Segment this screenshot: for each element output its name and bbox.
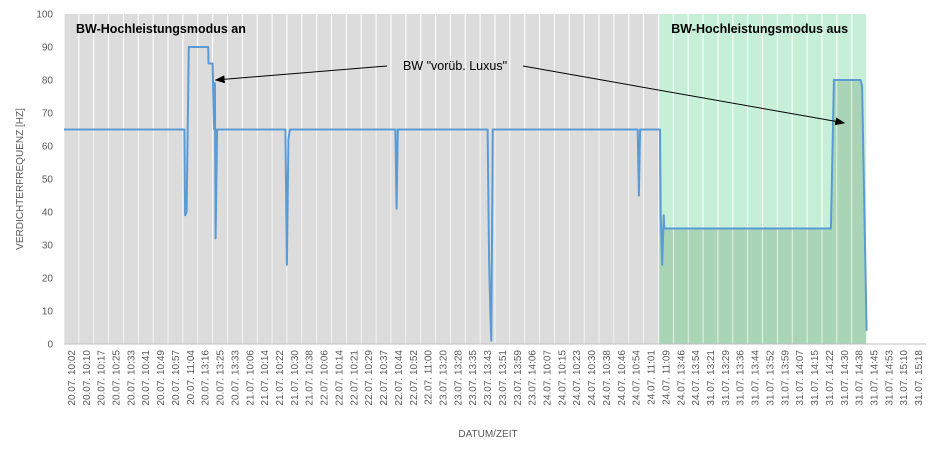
x-tick-label: 20.07. 13:16 bbox=[201, 350, 212, 406]
x-tick-label: 20.07. 10:41 bbox=[141, 350, 152, 406]
area-fill bbox=[63, 14, 927, 344]
x-tick-label: 24.07. 11:01 bbox=[647, 350, 658, 405]
x-tick-label: 23.07. 13:59 bbox=[513, 350, 524, 406]
y-tick-label: 100 bbox=[36, 10, 53, 21]
y-axis-title: VERDICHTERFREQUENZ [HZ] bbox=[15, 108, 26, 250]
area-fill-mode-off bbox=[659, 80, 867, 344]
y-tick-label: 40 bbox=[42, 208, 54, 219]
x-tick-label: 22.07. 10:29 bbox=[364, 350, 375, 406]
x-tick-label: 24.07. 10:54 bbox=[632, 350, 643, 406]
region-labels: BW-Hochleistungsmodus an BW-Hochleistungs… bbox=[76, 22, 848, 36]
y-tick-label: 20 bbox=[42, 274, 54, 285]
x-tick-label: 24.07. 11:09 bbox=[661, 350, 672, 405]
x-tick-label: 22.07. 10:44 bbox=[394, 350, 405, 406]
x-tick-label: 23.07. 13:20 bbox=[438, 350, 449, 406]
x-tick-label: 31.07. 14:22 bbox=[825, 350, 836, 406]
region-label-2: BW-Hochleistungsmodus aus bbox=[671, 22, 848, 36]
x-tick-label: 24.07. 10:15 bbox=[557, 350, 568, 406]
y-tick-label: 10 bbox=[42, 307, 54, 318]
x-tick-label: 31.07. 14:38 bbox=[855, 350, 866, 406]
x-tick-label: 31.07. 13:59 bbox=[780, 350, 791, 406]
y-tick-label: 50 bbox=[42, 175, 54, 186]
x-tick-label: 21.07. 10:38 bbox=[305, 350, 316, 406]
y-tick-label: 90 bbox=[42, 43, 54, 54]
x-tick-label: 24.07. 10:23 bbox=[572, 350, 583, 406]
x-tick-label: 24.07. 13:46 bbox=[676, 350, 687, 406]
x-tick-label: 23.07. 13:28 bbox=[453, 350, 464, 406]
data-series bbox=[64, 46, 868, 342]
x-tick-label: 31.07. 14:30 bbox=[840, 350, 851, 406]
x-tick-label: 22.07. 10:14 bbox=[334, 350, 345, 406]
region-label-1: BW-Hochleistungsmodus an bbox=[76, 22, 246, 36]
y-tick-label: 70 bbox=[42, 109, 54, 120]
x-tick-label: 22.07. 11:00 bbox=[424, 350, 435, 405]
series-line bbox=[64, 46, 868, 342]
y-tick-label: 80 bbox=[42, 76, 54, 87]
annotation-arrow-1 bbox=[214, 65, 388, 84]
x-tick-label: 31.07. 14:45 bbox=[869, 350, 880, 406]
x-tick-label: 31.07. 13:21 bbox=[706, 350, 717, 406]
y-tick-label: 30 bbox=[42, 241, 54, 252]
x-tick-label: 21.07. 10:14 bbox=[260, 350, 271, 406]
x-tick-label: 23.07. 13:43 bbox=[483, 350, 494, 406]
x-tick-label: 31.07. 15:10 bbox=[899, 350, 910, 406]
x-tick-label: 31.07. 14:53 bbox=[884, 350, 895, 406]
x-tick-label: 20.07. 10:25 bbox=[112, 350, 123, 406]
x-tick-label: 22.07. 10:21 bbox=[349, 350, 360, 406]
x-tick-label: 31.07. 13:52 bbox=[765, 350, 776, 406]
annotation: BW "vorüb. Luxus" bbox=[214, 59, 846, 126]
x-tick-label: 24.07. 10:46 bbox=[617, 350, 628, 406]
y-tick-labels: 0 10 20 30 40 50 60 70 80 90 100 bbox=[36, 10, 53, 351]
x-tick-label: 31.07. 13:44 bbox=[751, 350, 762, 406]
annotation-arrow-2 bbox=[522, 65, 846, 126]
x-tick-label: 20.07. 13:25 bbox=[216, 350, 227, 406]
x-tick-label: 21.07. 10:30 bbox=[290, 350, 301, 406]
x-tick-label: 24.07. 10:07 bbox=[543, 350, 554, 406]
x-tick-label: 20.07. 10:02 bbox=[67, 350, 78, 406]
x-tick-label: 22.07. 10:52 bbox=[409, 350, 420, 406]
x-tick-label: 22.07. 10:06 bbox=[320, 350, 331, 406]
x-tick-label: 24.07. 10:38 bbox=[602, 350, 613, 406]
x-tick-label: 22.07. 10:37 bbox=[379, 350, 390, 406]
x-tick-label: 20.07. 13:33 bbox=[230, 350, 241, 406]
x-tick-label: 24.07. 13:54 bbox=[691, 350, 702, 406]
x-tick-label: 20.07. 10:49 bbox=[156, 350, 167, 406]
x-tick-label: 20.07. 10:10 bbox=[82, 350, 93, 406]
x-tick-label: 21.07. 10:22 bbox=[275, 350, 286, 406]
x-tick-label: 31.07. 15:18 bbox=[914, 350, 925, 406]
x-tick-label: 31.07. 13:29 bbox=[721, 350, 732, 406]
x-tick-label: 20.07. 10:17 bbox=[97, 350, 108, 406]
x-tick-label: 31.07. 14:15 bbox=[810, 350, 821, 406]
x-tick-label: 23.07. 13:35 bbox=[468, 350, 479, 406]
x-tick-label: 21.07. 10:06 bbox=[245, 350, 256, 406]
x-axis-title: DATUM/ZEIT bbox=[458, 429, 517, 440]
x-tick-label: 20.07. 10:33 bbox=[126, 350, 137, 406]
x-tick-labels: 20.07. 10:02 20.07. 10:10 20.07. 10:17 20.0… bbox=[67, 350, 925, 406]
x-tick-label: 24.07. 10:30 bbox=[587, 350, 598, 406]
x-tick-label: 20.07. 10:57 bbox=[171, 350, 182, 406]
y-tick-label: 0 bbox=[47, 340, 53, 351]
y-tick-label: 60 bbox=[42, 142, 54, 153]
x-tick-label: 20.07. 11:04 bbox=[186, 350, 197, 405]
annotation-text: BW "vorüb. Luxus" bbox=[403, 59, 507, 73]
x-tick-label: 23.07. 14:06 bbox=[528, 350, 539, 406]
x-tick-label: 31.07. 13:36 bbox=[736, 350, 747, 406]
x-tick-label: 31.07. 14:07 bbox=[795, 350, 806, 406]
x-tick-label: 23.07. 13:51 bbox=[498, 350, 509, 406]
